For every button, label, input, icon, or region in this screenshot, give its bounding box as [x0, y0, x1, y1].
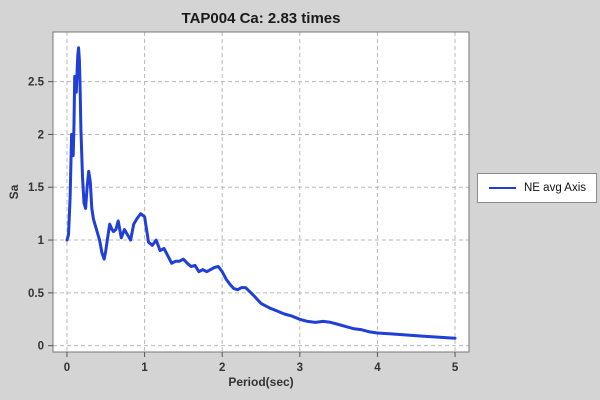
plot-border	[52, 31, 470, 353]
tick-marks	[48, 81, 456, 357]
x-axis-label: Period(sec)	[228, 375, 293, 389]
y-tick-label: 0.5	[28, 288, 45, 300]
chart-title: TAP004 Ca: 2.83 times	[182, 10, 341, 27]
legend: NE avg Axis	[477, 173, 597, 203]
x-tick-label: 3	[297, 362, 303, 374]
x-tick-label: 1	[141, 362, 148, 374]
x-tick-label: 4	[374, 362, 381, 374]
tick-labels: 0 1 2 3 4 5 0 0.5 1 1.5 2 2.5	[28, 77, 459, 374]
y-tick-label: 0	[38, 341, 44, 353]
plot-area	[53, 32, 469, 352]
y-tick-label: 1.5	[28, 182, 45, 194]
x-tick-label: 5	[452, 362, 459, 374]
y-tick-label: 2	[38, 129, 44, 141]
series-line	[65, 46, 457, 340]
x-tick-label: 0	[64, 362, 70, 374]
y-tick-label: 1	[38, 235, 45, 247]
y-tick-label: 2.5	[28, 77, 45, 89]
y-axis-label: Sa	[7, 184, 21, 199]
grid	[53, 32, 469, 352]
legend-swatch	[489, 187, 516, 189]
legend-label: NE avg Axis	[524, 182, 586, 194]
series-group	[65, 46, 457, 340]
x-tick-label: 2	[219, 362, 225, 374]
